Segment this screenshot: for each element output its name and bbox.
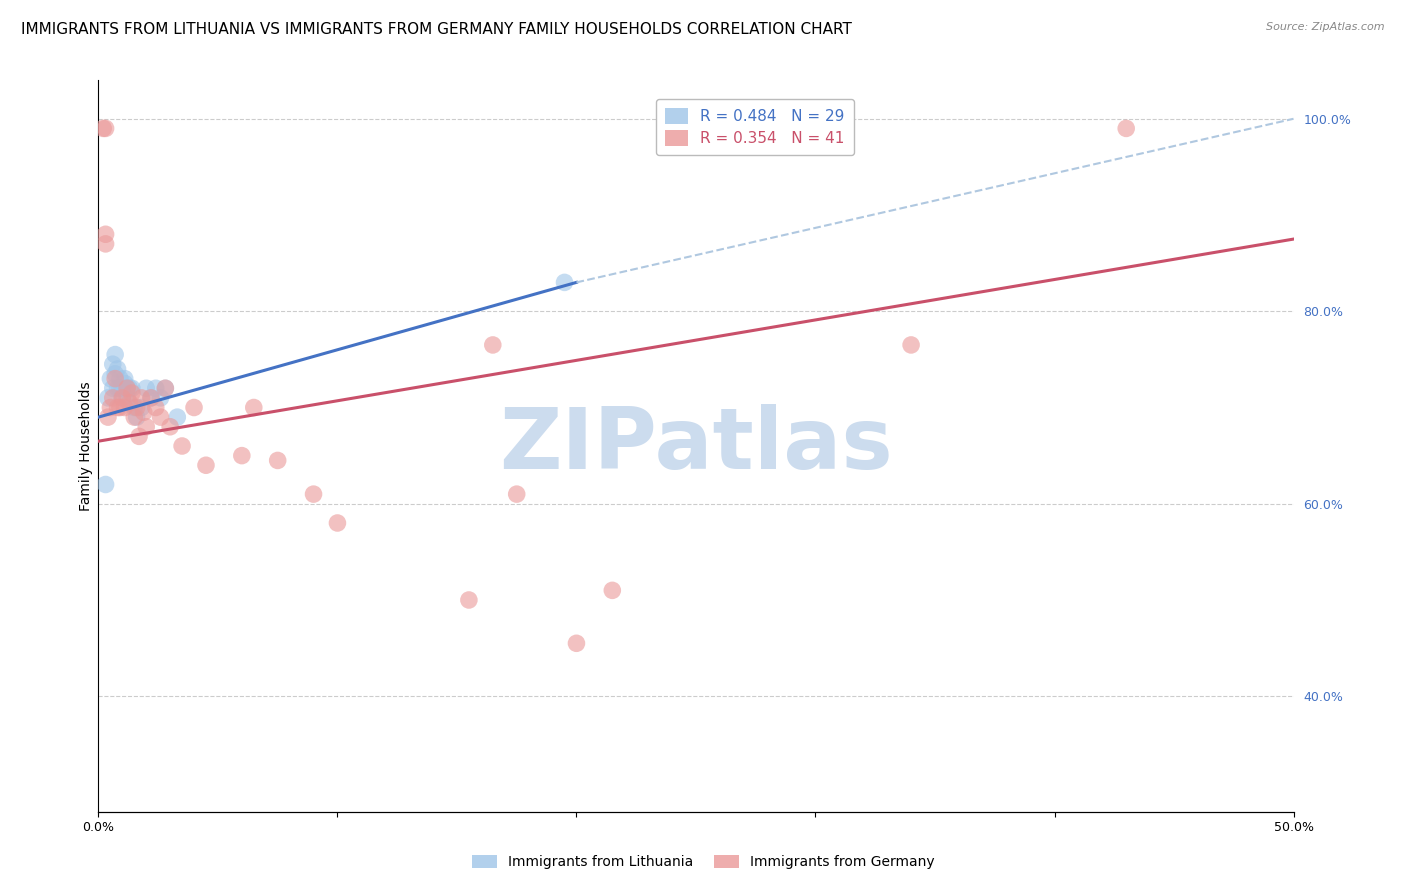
Point — [155, 381, 177, 395]
Point — [565, 636, 588, 650]
Point — [94, 236, 117, 251]
Point — [114, 401, 136, 415]
Legend: R = 0.484   N = 29, R = 0.354   N = 41: R = 0.484 N = 29, R = 0.354 N = 41 — [655, 99, 853, 155]
Point — [602, 583, 624, 598]
Point — [149, 410, 172, 425]
Point — [111, 381, 134, 395]
Point — [101, 391, 124, 405]
Point — [101, 381, 124, 395]
Point — [128, 429, 150, 443]
Point — [115, 381, 138, 395]
Point — [458, 593, 481, 607]
Point — [267, 453, 290, 467]
Point — [111, 391, 134, 405]
Point — [98, 371, 122, 385]
Point — [166, 410, 188, 425]
Point — [118, 381, 141, 395]
Text: IMMIGRANTS FROM LITHUANIA VS IMMIGRANTS FROM GERMANY FAMILY HOUSEHOLDS CORRELATI: IMMIGRANTS FROM LITHUANIA VS IMMIGRANTS … — [21, 22, 852, 37]
Point — [115, 381, 138, 395]
Point — [124, 401, 146, 415]
Point — [125, 410, 148, 425]
Point — [481, 338, 505, 352]
Point — [1115, 121, 1137, 136]
Point — [159, 419, 181, 434]
Point — [326, 516, 349, 530]
Point — [900, 338, 922, 352]
Point — [121, 386, 143, 401]
Point — [124, 410, 146, 425]
Point — [125, 401, 148, 415]
Point — [104, 371, 127, 385]
Point — [108, 371, 131, 385]
Point — [183, 401, 205, 415]
Y-axis label: Family Households: Family Households — [79, 381, 93, 511]
Point — [132, 405, 155, 419]
Point — [131, 391, 153, 405]
Point — [149, 391, 172, 405]
Point — [121, 381, 143, 395]
Point — [107, 401, 129, 415]
Point — [108, 381, 131, 395]
Point — [107, 362, 129, 376]
Point — [98, 401, 122, 415]
Point — [104, 367, 127, 381]
Point — [139, 391, 162, 405]
Point — [94, 477, 117, 491]
Point — [131, 401, 153, 415]
Point — [101, 357, 124, 371]
Point — [302, 487, 325, 501]
Point — [111, 391, 134, 405]
Point — [145, 381, 167, 395]
Point — [107, 381, 129, 395]
Legend: Immigrants from Lithuania, Immigrants from Germany: Immigrants from Lithuania, Immigrants fr… — [464, 848, 942, 876]
Text: Source: ZipAtlas.com: Source: ZipAtlas.com — [1267, 22, 1385, 32]
Point — [94, 121, 117, 136]
Point — [97, 410, 120, 425]
Point — [554, 276, 576, 290]
Point — [97, 391, 120, 405]
Point — [104, 347, 127, 362]
Point — [115, 391, 138, 405]
Point — [155, 381, 177, 395]
Point — [118, 395, 141, 409]
Point — [91, 121, 114, 136]
Point — [108, 401, 131, 415]
Point — [145, 401, 167, 415]
Point — [172, 439, 194, 453]
Point — [139, 391, 162, 405]
Point — [506, 487, 529, 501]
Point — [195, 458, 218, 473]
Point — [94, 227, 117, 242]
Text: ZIPatlas: ZIPatlas — [499, 404, 893, 488]
Point — [135, 381, 157, 395]
Point — [243, 401, 266, 415]
Point — [135, 419, 157, 434]
Point — [114, 371, 136, 385]
Point — [114, 376, 136, 391]
Point — [231, 449, 253, 463]
